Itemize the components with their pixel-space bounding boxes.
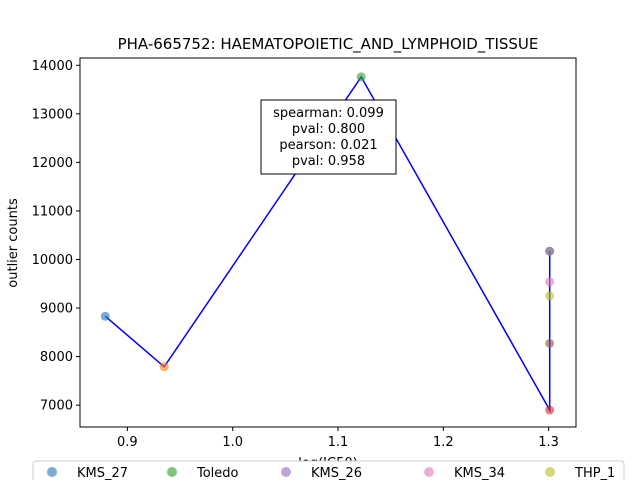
y-tick-label: 10000 — [32, 253, 73, 268]
data-point — [545, 277, 555, 287]
chart-title: PHA-665752: HAEMATOPOIETIC_AND_LYMPHOID_… — [118, 35, 539, 54]
legend-marker — [545, 467, 555, 477]
legend-marker — [281, 467, 291, 477]
y-axis-label: outlier counts — [6, 198, 21, 288]
x-tick-label: 1.0 — [222, 435, 243, 450]
data-point — [545, 291, 555, 301]
y-tick-label: 11000 — [32, 204, 73, 219]
legend: KMS_27 Toledo KMS_26 KMS_34 THP_1 — [32, 460, 625, 480]
y-tick-label: 7000 — [40, 399, 73, 414]
x-tick-label: 1.3 — [538, 435, 559, 450]
legend-label: KMS_27 — [77, 466, 128, 480]
data-point — [356, 72, 366, 82]
data-point — [545, 405, 555, 415]
legend-label: KMS_34 — [454, 466, 505, 480]
stats-box — [260, 99, 397, 175]
x-tick-label: 1.1 — [328, 435, 349, 450]
y-tick-label: 14000 — [32, 59, 73, 74]
y-tick-label: 9000 — [40, 302, 73, 317]
y-tick-label: 13000 — [32, 107, 73, 122]
stats-line: pval: 0.800 — [292, 122, 365, 137]
legend-label: KMS_26 — [311, 466, 362, 480]
legend-marker — [424, 467, 434, 477]
stats-line: pearson: 0.021 — [279, 138, 377, 153]
data-point — [545, 246, 555, 256]
y-tick-label: 8000 — [40, 350, 73, 365]
plot-area: 0.9 1.0 1.1 1.2 1.3 7000 8000 9000 10000 11000 120… — [32, 57, 577, 450]
legend-box — [32, 460, 625, 480]
data-point — [100, 311, 110, 321]
legend-label: Toledo — [196, 466, 239, 480]
x-tick-label: 1.2 — [433, 435, 454, 450]
y-tick-label: 12000 — [32, 156, 73, 171]
legend-label: THP_1 — [574, 466, 615, 480]
legend-marker — [47, 467, 57, 477]
stats-line: pval: 0.958 — [292, 154, 365, 169]
legend-marker — [167, 467, 177, 477]
x-tick-label: 0.9 — [117, 435, 138, 450]
axes-frame — [79, 57, 577, 428]
data-point — [545, 338, 555, 348]
stats-line: spearman: 0.099 — [273, 106, 384, 121]
data-point — [159, 362, 169, 372]
